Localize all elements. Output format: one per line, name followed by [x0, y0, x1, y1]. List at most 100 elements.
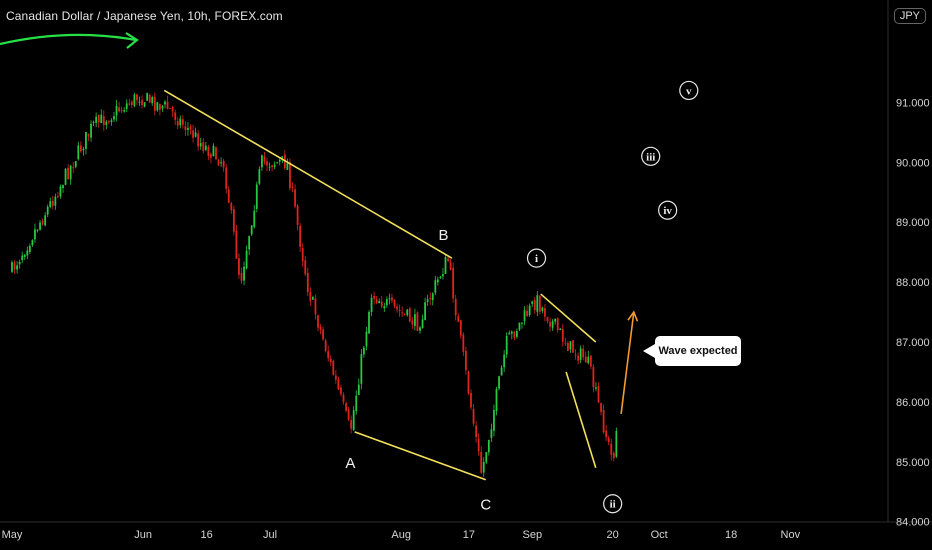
candle	[319, 323, 322, 335]
wave-label-i: i	[526, 248, 547, 268]
candle	[444, 254, 447, 275]
candle	[258, 166, 261, 186]
candle	[490, 423, 493, 442]
candle	[62, 184, 64, 193]
candle	[551, 319, 554, 331]
svg-text:ii: ii	[610, 499, 616, 511]
candle	[36, 229, 39, 233]
candle	[255, 181, 258, 213]
candle	[90, 120, 92, 142]
candle	[569, 341, 572, 353]
candle	[187, 122, 189, 136]
candle	[215, 146, 217, 161]
x-tick-label: Oct	[651, 529, 668, 541]
candle	[291, 182, 294, 193]
candle	[505, 332, 508, 359]
candle	[143, 102, 146, 108]
candle	[332, 359, 335, 376]
candle	[388, 293, 391, 305]
candle	[516, 328, 518, 339]
candle	[485, 452, 488, 465]
candle	[141, 95, 143, 109]
candle	[554, 318, 557, 325]
candle	[278, 158, 281, 166]
currency-badge[interactable]: JPY	[893, 8, 926, 24]
wave-label-iii: iii	[641, 146, 661, 166]
swoosh-arrow[interactable]	[0, 32, 139, 49]
candle	[577, 352, 579, 365]
candle	[184, 121, 187, 136]
candle	[414, 308, 416, 331]
candle	[301, 243, 304, 267]
candle	[396, 303, 398, 313]
candle	[380, 295, 383, 309]
candle	[457, 313, 460, 322]
candle	[100, 109, 103, 124]
trendline[interactable]	[565, 371, 597, 469]
wave-label-A: A	[345, 455, 355, 472]
candle	[250, 225, 253, 236]
candle	[526, 305, 528, 317]
candle	[51, 195, 54, 210]
candle	[222, 158, 225, 172]
candle	[559, 328, 562, 331]
candle	[350, 415, 353, 434]
candle	[123, 107, 126, 113]
candle	[340, 384, 342, 397]
svg-text:v: v	[686, 85, 692, 97]
candle	[181, 115, 184, 129]
candle	[355, 390, 358, 415]
trendline[interactable]	[540, 293, 597, 343]
candle	[23, 254, 26, 260]
candle	[79, 141, 82, 153]
candle	[442, 268, 444, 280]
candle	[602, 404, 605, 434]
wave-label-C: C	[480, 497, 491, 514]
candle	[153, 92, 156, 116]
x-tick-label: Sep	[523, 529, 543, 541]
x-tick-label: Nov	[781, 529, 801, 541]
candle	[370, 294, 373, 317]
candle	[536, 291, 539, 317]
candle	[271, 164, 273, 172]
candle	[171, 105, 174, 117]
y-tick-label: 89.000	[896, 217, 930, 229]
candle	[498, 375, 500, 391]
candle	[393, 299, 396, 309]
candle	[383, 302, 386, 312]
candle	[439, 275, 442, 279]
wave-label-v: v	[679, 80, 699, 101]
candle	[21, 251, 24, 263]
candle	[345, 401, 347, 413]
y-tick-label: 90.000	[896, 157, 930, 169]
projection-arrow[interactable]	[620, 310, 639, 414]
candle	[202, 138, 205, 154]
candle	[424, 297, 426, 321]
candle	[102, 110, 105, 131]
candle	[406, 308, 409, 317]
candle	[31, 239, 34, 247]
candle	[429, 292, 432, 306]
trendline[interactable]	[354, 431, 487, 481]
trendline[interactable]	[163, 89, 453, 259]
candle	[118, 101, 120, 113]
candle	[72, 161, 75, 174]
candle	[294, 184, 296, 209]
candle	[263, 152, 266, 165]
svg-text:B: B	[438, 227, 448, 244]
candle	[120, 106, 123, 114]
candle	[199, 137, 202, 150]
candle	[156, 101, 159, 112]
candle	[92, 120, 95, 127]
candle	[470, 389, 472, 410]
x-tick-label: Jun	[134, 529, 152, 541]
candle	[210, 152, 212, 164]
candle	[296, 204, 299, 231]
candle	[531, 300, 534, 307]
wave-expected-callout: Wave expected	[643, 336, 741, 366]
candle	[523, 306, 526, 326]
y-tick-label: 85.000	[896, 457, 930, 469]
candle	[82, 146, 85, 156]
candle	[115, 100, 118, 122]
